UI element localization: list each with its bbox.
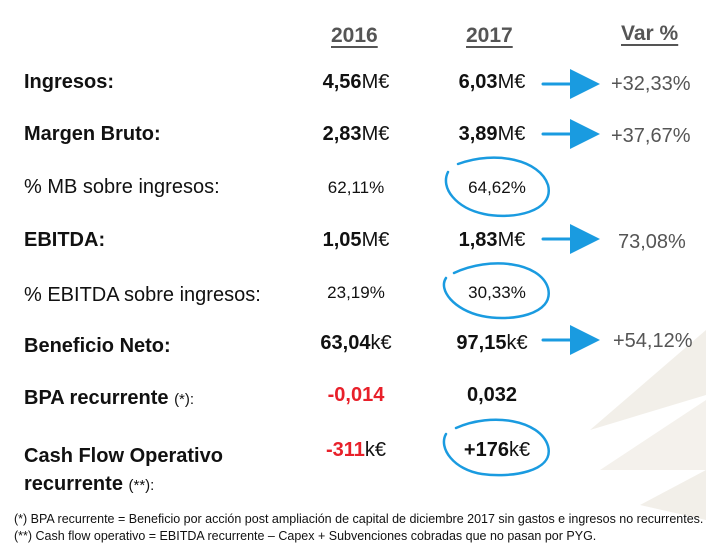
var-ingresos: +32,33%: [611, 73, 691, 95]
value-2016-mb-ingresos: 62,11%: [327, 178, 385, 197]
value-2016-ingresos: 4,56M€: [322, 71, 390, 93]
value-2017-ebitda-ingresos: 30,33%: [468, 283, 526, 302]
header-2017: 2017: [466, 24, 513, 47]
value-2016-ebitda: 1,05M€: [322, 229, 390, 251]
header-var: Var %: [621, 22, 679, 45]
row-label-beneficio-neto: Beneficio Neto:: [24, 335, 171, 357]
value-2016-ebitda-ingresos: 23,19%: [327, 283, 385, 302]
footnote-cash-flow: (**) Cash flow operativo = EBITDA recurr…: [14, 529, 597, 543]
row-label-ingresos: Ingresos:: [24, 71, 115, 93]
row-label-margen-bruto: Margen Bruto:: [24, 123, 161, 145]
header-2016: 2016: [331, 24, 378, 47]
value-2017-ingresos: 6,03M€: [458, 71, 526, 93]
value-2017-ebitda: 1,83M€: [458, 229, 526, 251]
value-2017-cash-flow: +176k€: [463, 439, 531, 461]
row-label-bpa: BPA recurrente (*):: [24, 387, 195, 409]
footnote-bpa: (*) BPA recurrente = Beneficio por acció…: [14, 512, 704, 526]
row-label-mb-ingresos: % MB sobre ingresos:: [24, 176, 220, 198]
value-2016-cash-flow: -311k€: [325, 439, 387, 461]
highlight-circle-icon: [442, 418, 550, 477]
value-2017-bpa: 0,032: [466, 384, 518, 406]
value-2017-mb-ingresos: 64,62%: [468, 178, 526, 197]
value-2016-bpa: -0,014: [327, 384, 385, 406]
value-2016-beneficio-neto: 63,04k€: [320, 332, 392, 354]
row-label-ebitda-ingresos: % EBITDA sobre ingresos:: [24, 284, 261, 306]
highlight-circle-icon: [442, 262, 550, 320]
row-label-ebitda: EBITDA:: [24, 229, 106, 251]
var-ebitda: 73,08%: [618, 231, 686, 253]
row-label-cash-flow: Cash Flow Operativo recurrente (**):: [24, 445, 223, 495]
value-2017-beneficio-neto: 97,15k€: [456, 332, 528, 354]
value-2017-margen-bruto: 3,89M€: [458, 123, 526, 145]
value-2016-margen-bruto: 2,83M€: [322, 123, 390, 145]
var-beneficio-neto: +54,12%: [613, 330, 693, 352]
highlight-circle-icon: [444, 156, 550, 218]
var-margen-bruto: +37,67%: [611, 125, 691, 147]
